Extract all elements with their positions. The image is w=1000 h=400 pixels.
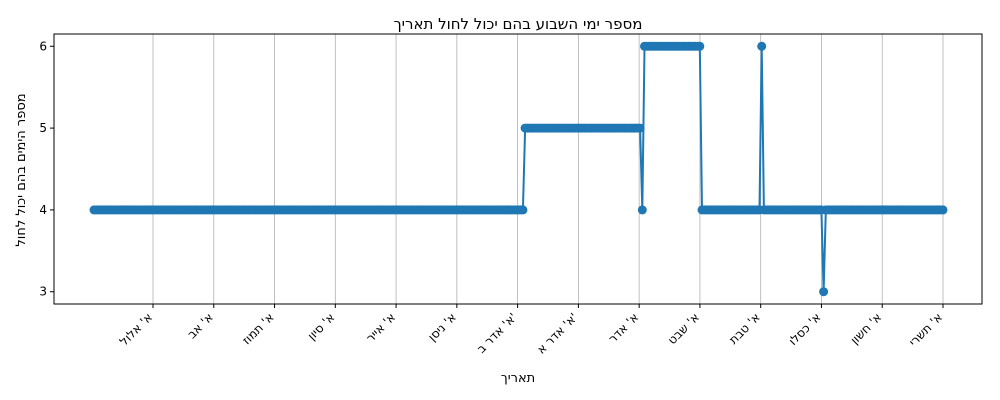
x-axis-title: תאריך — [501, 371, 535, 386]
y-axis: 3 4 5 6 — [39, 39, 54, 299]
data-point — [757, 41, 767, 51]
data-point — [89, 205, 99, 215]
y-tick-label: 5 — [39, 121, 47, 135]
y-tick-label: 6 — [39, 39, 47, 53]
data-point — [819, 287, 829, 297]
y-tick-label: 4 — [39, 203, 47, 217]
y-tick-label: 3 — [39, 285, 47, 299]
series-markers — [89, 41, 948, 297]
chart-title: מספר ימי השבוע בהם יכול לחול תאריך — [394, 15, 643, 33]
data-point — [640, 41, 650, 51]
y-axis-title: מספר הימים בהם יכול לחול — [14, 93, 29, 246]
data-point — [520, 123, 530, 133]
data-point — [637, 205, 647, 215]
data-point — [697, 205, 707, 215]
